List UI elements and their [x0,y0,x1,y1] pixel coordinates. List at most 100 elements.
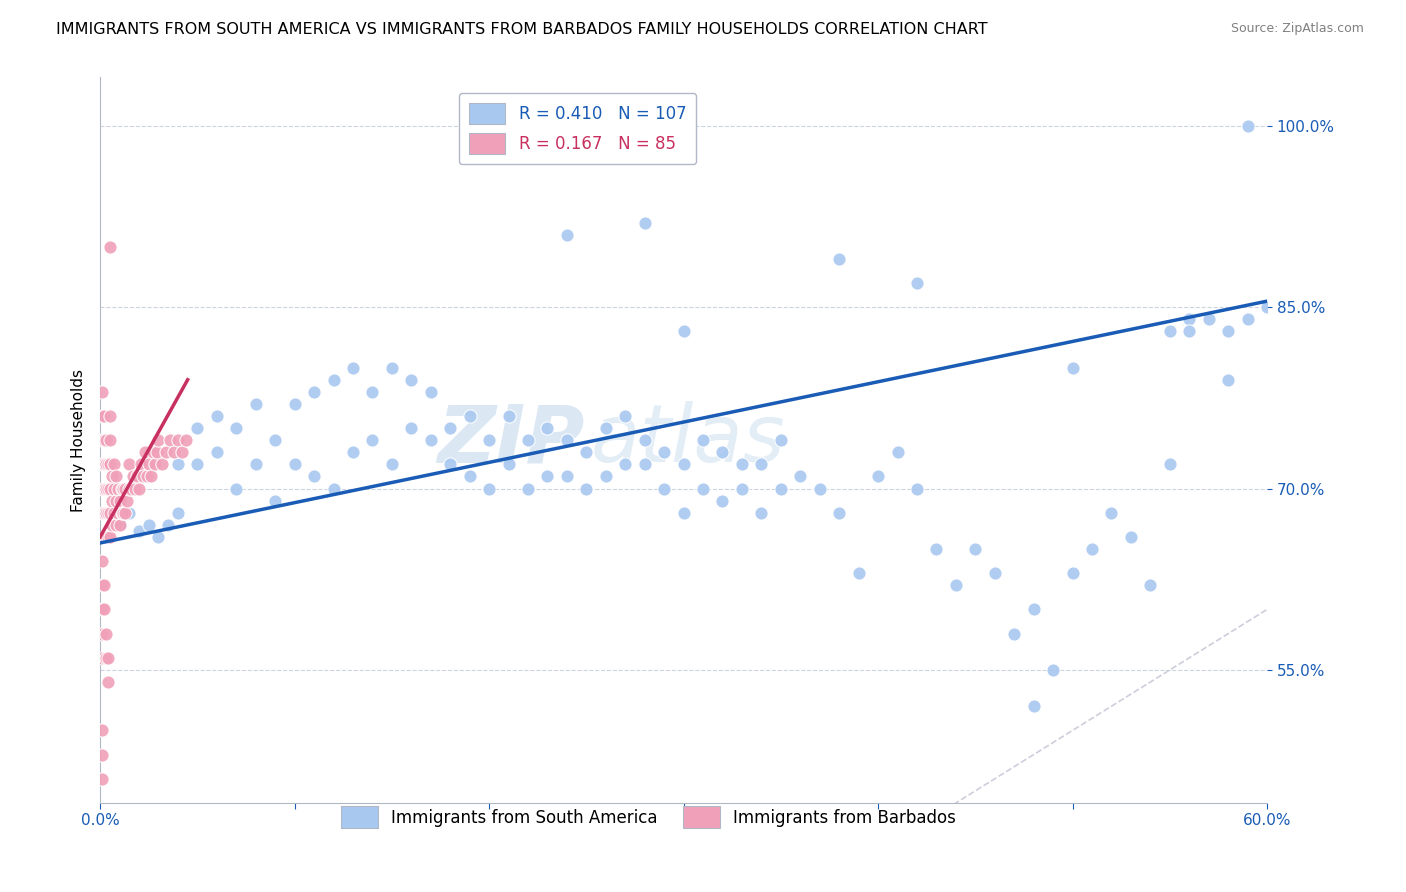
Point [828,252,851,266]
Point [672,506,695,520]
Point [945,578,967,592]
Point [614,458,637,472]
Point [107,506,129,520]
Text: Source: ZipAtlas.com: Source: ZipAtlas.com [1230,22,1364,36]
Point [342,360,364,375]
Point [94,651,117,665]
Point [167,458,190,472]
Point [1062,360,1084,375]
Point [128,524,150,538]
Text: ZIP: ZIP [437,401,585,479]
Legend: Immigrants from South America, Immigrants from Barbados: Immigrants from South America, Immigrant… [335,800,963,835]
Point [205,409,228,423]
Point [925,542,948,557]
Point [769,433,792,447]
Point [103,506,125,520]
Point [91,433,114,447]
Point [439,458,461,472]
Point [98,240,121,254]
Point [731,482,754,496]
Point [94,458,117,472]
Point [419,384,441,399]
Point [225,482,247,496]
Point [91,409,114,423]
Point [93,578,115,592]
Point [93,482,115,496]
Point [769,482,792,496]
Point [1022,602,1045,616]
Point [1216,324,1239,338]
Point [91,723,114,738]
Point [1198,312,1220,326]
Point [1178,324,1201,338]
Point [905,482,928,496]
Point [984,566,1007,581]
Point [692,482,714,496]
Point [150,458,173,472]
Point [186,458,208,472]
Text: IMMIGRANTS FROM SOUTH AMERICA VS IMMIGRANTS FROM BARBADOS FAMILY HOUSEHOLDS CORR: IMMIGRANTS FROM SOUTH AMERICA VS IMMIGRA… [56,22,988,37]
Point [97,482,120,496]
Point [886,445,908,459]
Point [138,517,160,532]
Point [751,506,773,520]
Point [458,469,481,483]
Point [97,506,120,520]
Point [93,409,115,423]
Point [107,482,129,496]
Point [1022,699,1045,714]
Point [731,458,754,472]
Point [104,517,127,532]
Point [167,506,190,520]
Point [91,458,114,472]
Point [91,651,114,665]
Point [134,445,156,459]
Point [1139,578,1161,592]
Point [1159,458,1181,472]
Point [419,433,441,447]
Point [143,458,166,472]
Point [138,458,160,472]
Point [284,458,307,472]
Point [101,493,124,508]
Point [132,469,155,483]
Point [1236,119,1258,133]
Point [848,566,870,581]
Point [118,506,141,520]
Point [118,458,141,472]
Point [103,458,125,472]
Point [94,626,117,640]
Point [361,433,384,447]
Point [672,324,695,338]
Point [284,397,307,411]
Point [614,409,637,423]
Point [965,542,987,557]
Point [93,602,115,616]
Text: atlas: atlas [591,401,785,479]
Point [170,445,193,459]
Point [91,506,114,520]
Point [174,433,197,447]
Point [98,409,121,423]
Point [439,421,461,435]
Point [361,384,384,399]
Point [1159,324,1181,338]
Point [1119,530,1142,544]
Point [108,517,131,532]
Point [789,469,811,483]
Point [458,409,481,423]
Point [142,445,165,459]
Point [575,482,598,496]
Point [112,506,135,520]
Point [91,747,114,762]
Point [97,458,120,472]
Point [104,469,127,483]
Point [114,506,136,520]
Point [117,493,139,508]
Point [148,433,170,447]
Point [139,469,162,483]
Point [148,530,170,544]
Point [163,445,186,459]
Point [91,384,114,399]
Point [1062,566,1084,581]
